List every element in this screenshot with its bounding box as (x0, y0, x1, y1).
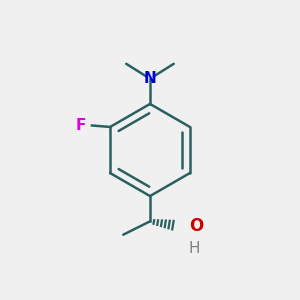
Text: F: F (76, 118, 86, 133)
Text: O: O (189, 217, 203, 235)
Text: H: H (189, 241, 200, 256)
Text: N: N (144, 71, 156, 86)
